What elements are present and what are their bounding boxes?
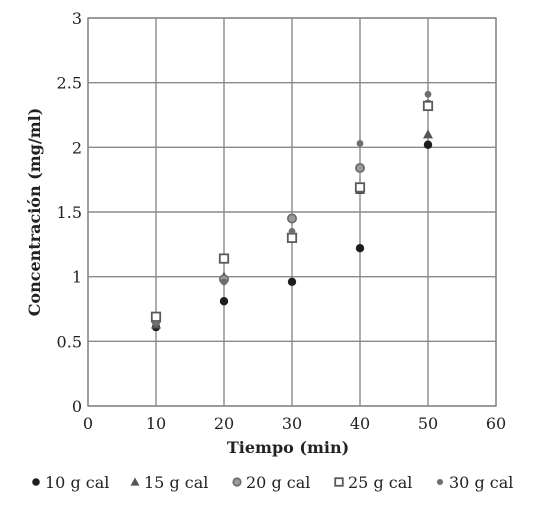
data-point-series-4 [150, 311, 162, 322]
y-tick-label: 3 [72, 9, 82, 28]
data-point-series-4-shape [218, 253, 230, 264]
legend-marker-shape [436, 478, 444, 486]
y-tick-label: 2 [72, 138, 82, 157]
data-point-series-4 [286, 232, 298, 243]
legend-label: 25 g cal [348, 473, 412, 492]
data-point-series-5-shape [424, 90, 432, 98]
data-point-series-4-shape [354, 182, 366, 193]
legend-item: 15 g cal [130, 473, 208, 492]
legend-marker-shape [334, 477, 344, 487]
data-point-series-4 [354, 182, 366, 193]
x-tick-label: 10 [146, 414, 166, 433]
data-point-series-1 [219, 297, 229, 306]
data-point-series-1-shape [423, 140, 433, 149]
data-point-series-5 [356, 140, 364, 147]
x-axis-ticks: 0 10 20 30 40 50 60 [83, 414, 506, 433]
legend-marker [32, 478, 40, 486]
legend-label: 15 g cal [144, 473, 208, 492]
data-point-series-4 [218, 253, 230, 264]
data-point-series-5 [288, 228, 296, 235]
data-point-series-4-shape [422, 100, 434, 112]
x-tick-label: 30 [282, 414, 302, 433]
data-point-series-1-shape [219, 297, 229, 306]
legend: 10 g cal 15 g cal 20 g cal 25 g cal 30 g cal [32, 473, 513, 492]
y-tick-label: 2.5 [57, 74, 82, 93]
legend-marker [334, 477, 344, 487]
x-tick-label: 0 [83, 414, 93, 433]
y-tick-label: 0 [72, 397, 82, 416]
y-tick-label: 1 [72, 268, 82, 287]
data-point-series-5 [424, 90, 432, 98]
data-point-series-3-shape [286, 213, 297, 224]
data-point-series-2 [423, 129, 433, 139]
data-point-series-5-shape [220, 278, 228, 286]
plot-border [87, 17, 497, 407]
data-point-series-1 [423, 140, 433, 149]
data-point-series-2-shape [423, 129, 433, 139]
data-point-series-1 [355, 244, 365, 253]
plot-frame [87, 17, 497, 407]
data-point-series-4-shape [150, 311, 162, 322]
x-tick-label: 40 [350, 414, 370, 433]
data-point-series-1-shape [355, 244, 365, 253]
x-axis-label: Tiempo (min) [227, 438, 349, 457]
legend-item: 20 g cal [232, 473, 310, 492]
data-point-series-4-shape [286, 232, 298, 243]
y-tick-label: 0.5 [57, 332, 82, 351]
data-points [150, 90, 434, 332]
x-tick-label: 20 [214, 414, 234, 433]
data-point-series-3 [286, 213, 297, 224]
legend-label: 20 g cal [246, 473, 310, 492]
data-point-series-1-shape [287, 277, 297, 287]
legend-label: 10 g cal [45, 473, 109, 492]
legend-item: 10 g cal [32, 473, 109, 492]
data-point-series-5-shape [288, 228, 296, 235]
y-tick-label: 1.5 [57, 203, 82, 222]
data-point-series-3 [354, 163, 365, 174]
data-point-series-5-shape [152, 319, 160, 327]
x-tick-label: 50 [418, 414, 438, 433]
data-point-series-5 [152, 319, 160, 327]
legend-label: 30 g cal [449, 473, 513, 492]
data-point-series-1 [287, 277, 297, 287]
data-point-series-4 [422, 100, 434, 112]
legend-item: 30 g cal [436, 473, 513, 492]
y-axis-label: Concentración (mg/ml) [25, 108, 44, 317]
data-point-series-5 [220, 278, 228, 286]
grid [87, 17, 497, 407]
legend-marker-shape [32, 478, 40, 486]
data-point-series-3-shape [354, 163, 365, 174]
legend-marker-shape [232, 477, 242, 487]
y-axis-ticks: 0 0.5 1 1.5 2 2.5 3 [57, 9, 82, 416]
x-tick-label: 60 [486, 414, 506, 433]
legend-marker [232, 477, 242, 487]
legend-item: 25 g cal [334, 473, 412, 492]
legend-marker [436, 478, 444, 486]
legend-marker [130, 477, 140, 486]
data-point-series-5-shape [356, 140, 364, 147]
legend-marker-shape [130, 477, 140, 486]
